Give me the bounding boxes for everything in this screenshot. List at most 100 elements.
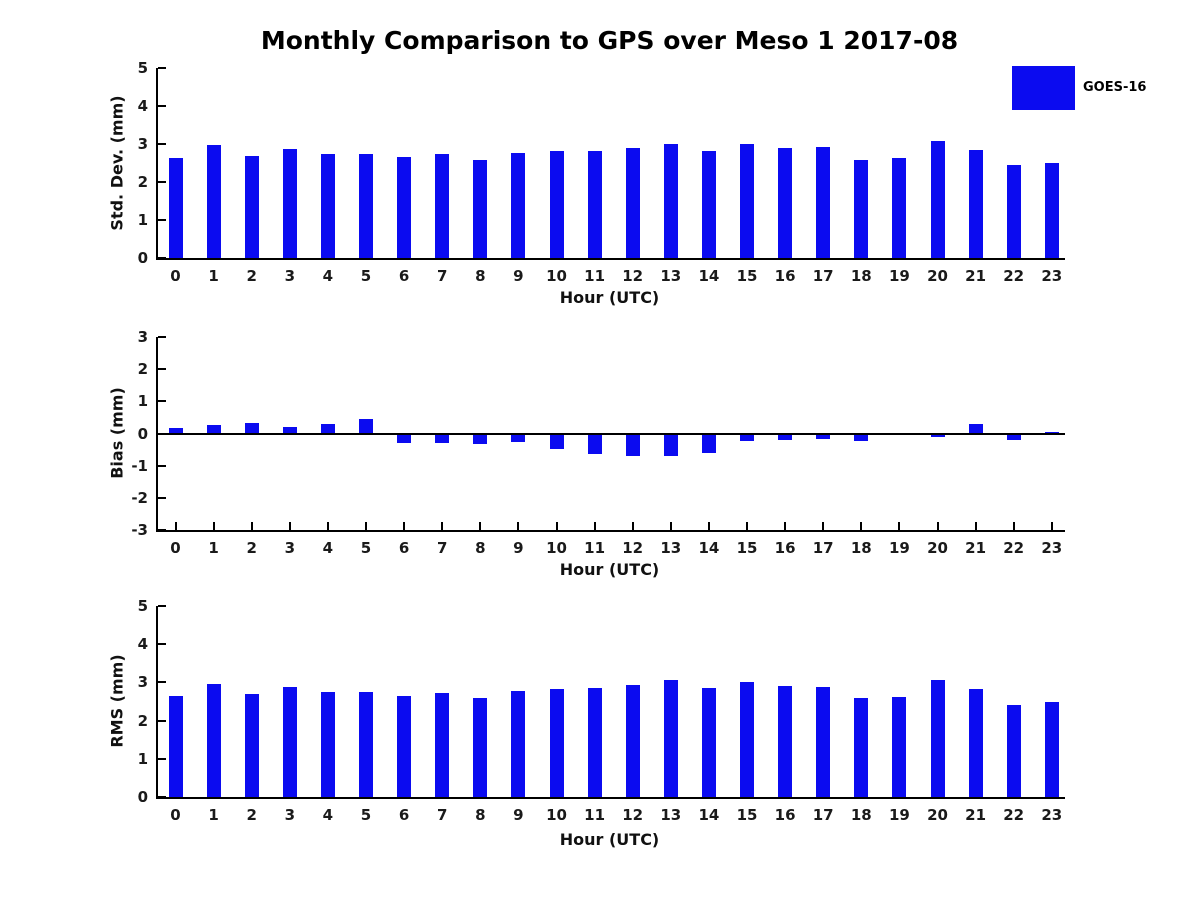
- x-tick-label: 3: [284, 267, 296, 285]
- y-tick-label: -3: [131, 521, 148, 539]
- x-tick: [631, 522, 634, 530]
- x-tick-label: 23: [1041, 539, 1063, 557]
- bar-hour-13: [663, 680, 678, 797]
- x-tick-label: 5: [360, 806, 372, 824]
- y-tick-label: 5: [137, 59, 148, 77]
- x-tick-label: 2: [246, 267, 257, 285]
- x-tick-label: 10: [546, 806, 567, 824]
- x-tick-label: 2: [246, 806, 257, 824]
- y-tick: [158, 757, 166, 760]
- x-tick-label: 0: [170, 806, 181, 824]
- x-tick-label: 11: [584, 267, 606, 285]
- bar-hour-15: [740, 144, 754, 258]
- x-tick-label: 22: [1003, 806, 1025, 824]
- x-tick-label: 19: [888, 267, 910, 285]
- x-tick-label: 2: [246, 539, 257, 557]
- bar-hour-21: [968, 688, 983, 797]
- y-tick-label: 0: [137, 249, 148, 267]
- bar-hour-5: [359, 419, 373, 434]
- x-tick-label: 1: [208, 806, 219, 824]
- x-tick: [898, 522, 901, 530]
- bar-hour-9: [511, 691, 526, 797]
- bar-hour-12: [625, 433, 640, 457]
- x-tick: [784, 522, 787, 530]
- bar-hour-7: [435, 693, 450, 797]
- y-tick-label: 4: [137, 635, 148, 654]
- y-tick-label: -1: [131, 456, 148, 475]
- x-tick-label: 13: [660, 539, 682, 557]
- y-tick: [158, 529, 166, 531]
- bar-hour-1: [206, 145, 221, 258]
- x-axis-label-hour-utc: Hour (UTC): [559, 830, 660, 849]
- bar-hour-18: [854, 159, 869, 258]
- x-tick: [936, 522, 939, 530]
- bar-hour-7: [435, 154, 450, 258]
- x-tick-label: 6: [398, 539, 410, 557]
- y-tick: [158, 257, 166, 259]
- x-tick: [403, 522, 406, 530]
- x-tick-label: 0: [170, 267, 181, 285]
- bar-hour-0: [168, 696, 183, 797]
- legend-swatch-goes16: [1012, 66, 1075, 110]
- bar-hour-13: [663, 433, 678, 456]
- plot-area-rms: 0 1 2 3 4 5 0 1 2 3 4 5 6 7 8 9 10 11 12 13 14 15 16 17 18 19 20 21…: [138, 597, 1065, 823]
- bar-hour-6: [397, 433, 412, 444]
- bar-hour-20: [930, 433, 945, 437]
- x-tick-label: 22: [1003, 539, 1025, 557]
- bar-hour-15: [740, 682, 754, 797]
- x-tick-label: 13: [660, 267, 682, 285]
- bar-hour-12: [625, 147, 640, 258]
- bar-hour-3: [282, 427, 297, 434]
- y-tick-label: 2: [137, 711, 148, 730]
- bar-hour-13: [663, 144, 678, 258]
- y-tick: [158, 181, 166, 183]
- bar-hour-17: [816, 147, 831, 258]
- x-tick-label: 21: [965, 539, 987, 557]
- x-tick: [326, 522, 329, 530]
- bar-hour-0: [168, 157, 183, 258]
- bar-hour-16: [778, 148, 793, 258]
- y-tick: [158, 219, 166, 221]
- y-tick: [158, 605, 166, 607]
- bar-hour-6: [397, 695, 412, 797]
- x-tick-label: 19: [888, 806, 910, 824]
- bar-hour-0: [168, 427, 183, 434]
- x-tick-label: 4: [322, 267, 334, 285]
- bar-hour-2: [244, 694, 259, 797]
- legend-label-goes16: GOES-16: [1083, 80, 1147, 95]
- bar-hour-3: [282, 687, 297, 797]
- x-axis-label-hour-utc: Hour (UTC): [559, 560, 660, 579]
- x-tick-label: 3: [284, 806, 296, 824]
- x-tick-label: 7: [436, 267, 448, 285]
- bar-hour-19: [892, 696, 907, 797]
- y-tick: [158, 643, 166, 646]
- x-tick-label: 15: [736, 539, 758, 557]
- y-tick-label: 4: [137, 97, 148, 115]
- x-tick-label: 20: [927, 806, 948, 824]
- y-tick: [158, 143, 166, 145]
- y-tick-label: 2: [137, 360, 148, 379]
- bar-hour-17: [816, 686, 831, 797]
- bar-hour-8: [473, 433, 488, 445]
- bar-hour-10: [549, 150, 564, 258]
- x-tick: [288, 522, 291, 530]
- x-tick: [250, 522, 253, 530]
- bar-hour-7: [435, 433, 450, 443]
- x-tick-label: 16: [774, 806, 796, 824]
- bar-hour-9: [511, 433, 526, 442]
- x-tick-label: 5: [360, 539, 372, 557]
- x-tick-label: 7: [436, 539, 448, 557]
- x-tick-label: 5: [360, 267, 372, 285]
- bar-hour-1: [206, 425, 221, 434]
- x-tick-label: 12: [622, 539, 644, 557]
- bar-hour-20: [930, 141, 945, 258]
- bar-hour-11: [587, 151, 602, 258]
- x-tick-label: 10: [546, 267, 567, 285]
- y-tick-label: 1: [137, 211, 148, 229]
- x-tick-label: 4: [322, 539, 334, 557]
- y-tick: [158, 681, 166, 684]
- bar-hour-14: [701, 688, 716, 797]
- bar-hour-5: [359, 153, 373, 258]
- bar-hour-18: [854, 697, 869, 797]
- x-tick: [174, 522, 177, 530]
